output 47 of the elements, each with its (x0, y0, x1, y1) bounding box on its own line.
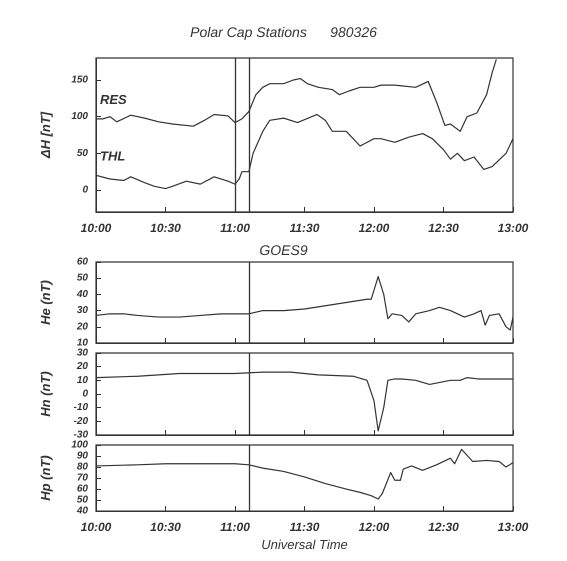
y-tick-label: 40 (76, 288, 88, 300)
y-tick-label: 100 (71, 440, 88, 450)
x-axis-title: Universal Time (261, 537, 348, 552)
y-tick-label: 70 (76, 472, 88, 484)
chart-title: GOES9 (259, 242, 308, 258)
x-tick-label: 13:00 (498, 520, 529, 534)
y-tick-label: 20 (76, 361, 88, 372)
y-axis-title: He (nT) (38, 280, 53, 325)
x-tick-label: 11:00 (220, 221, 250, 235)
y-tick-label: 10 (76, 374, 88, 386)
y-tick-label: 60 (76, 484, 88, 495)
series-label: RES (100, 92, 128, 107)
y-tick-label: 0 (82, 184, 88, 196)
series-label: THL (100, 148, 126, 164)
x-tick-label: 10:30 (150, 520, 182, 534)
y-tick-label: 40 (76, 506, 88, 517)
x-tick-label: 13:00 (498, 221, 529, 235)
x-tick-label: 10:30 (150, 221, 182, 235)
y-tick-label: 10 (76, 338, 88, 348)
x-tick-label: 11:30 (290, 221, 320, 235)
y-tick-label: 50 (76, 494, 88, 506)
x-tick-label: 11:00 (220, 520, 250, 534)
y-tick-label: 0 (82, 388, 88, 400)
x-tick-label: 10:00 (80, 221, 112, 235)
y-tick-label: 80 (76, 462, 88, 473)
y-axis-title: ΔH [nT] (38, 111, 53, 160)
y-axis-title: Hp (nT) (38, 455, 53, 501)
y-tick-label: -30 (74, 430, 88, 440)
x-tick-label: 12:00 (358, 520, 390, 534)
y-tick-label: 90 (76, 450, 88, 462)
y-tick-label: 20 (76, 321, 88, 332)
x-tick-label: 12:30 (428, 520, 460, 534)
y-tick-label: 60 (76, 256, 88, 268)
x-tick-label: 12:30 (428, 221, 460, 235)
y-tick-label: 30 (76, 305, 88, 316)
y-tick-label: 150 (71, 74, 88, 86)
y-tick-label: 50 (76, 272, 88, 284)
y-tick-label: 30 (76, 348, 88, 358)
x-tick-label: 10:00 (80, 520, 112, 534)
y-tick-label: 100 (71, 111, 88, 122)
y-tick-label: -10 (74, 402, 88, 414)
y-axis-title: Hn (nT) (38, 371, 53, 417)
x-tick-label: 12:00 (358, 221, 390, 235)
chart-title: Polar Cap Stations 980326 (190, 24, 378, 40)
y-tick-label: 50 (76, 148, 88, 159)
y-tick-label: -20 (74, 416, 88, 427)
x-tick-label: 11:30 (290, 520, 320, 534)
